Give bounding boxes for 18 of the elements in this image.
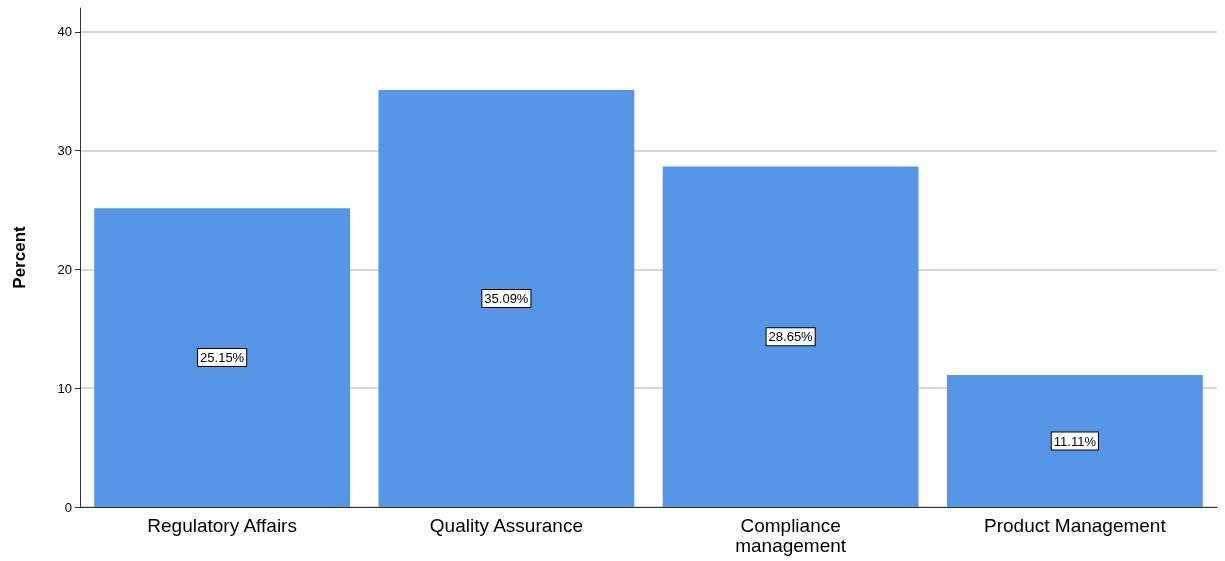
bar	[662, 166, 919, 507]
y-tick-label: 10	[57, 380, 72, 396]
bar	[946, 375, 1203, 507]
data-label: 11.11%	[1053, 433, 1097, 449]
x-tick-label: Product Management	[984, 514, 1167, 536]
x-tick-label: Compliance management	[735, 514, 847, 556]
data-label: 35.09%	[484, 291, 529, 307]
data-label: 25.15%	[200, 350, 245, 366]
data-label: 28.65%	[768, 329, 814, 345]
y-tick-label: 40	[57, 24, 72, 40]
y-tick-label: 20	[57, 261, 72, 277]
x-tick-label: Regulatory Affairs	[147, 514, 297, 536]
bar	[378, 90, 635, 507]
y-tick-label: 30	[57, 143, 72, 159]
y-axis-title: Percent	[10, 225, 29, 289]
bar	[94, 208, 351, 507]
y-tick-label: 0	[64, 499, 72, 515]
x-tick-label: Quality Assurance	[429, 514, 583, 536]
